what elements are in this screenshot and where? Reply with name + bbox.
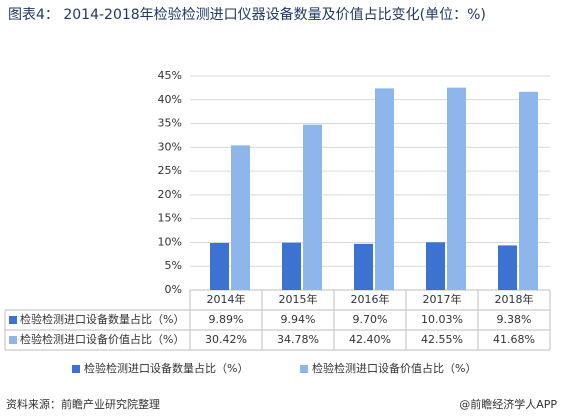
table-cell: 9.70% (353, 313, 388, 326)
table-cell: 34.78% (277, 333, 319, 346)
table-cell: 9.38% (497, 313, 532, 326)
table-legend-key (9, 316, 17, 324)
table-cell: 30.42% (205, 333, 247, 346)
bar (303, 124, 322, 290)
x-tick-label: 2018年 (495, 292, 534, 306)
bar (447, 87, 466, 290)
bar (210, 242, 229, 290)
chart-title: 图表4： 2014-2018年检验检测进口仪器设备数量及价值占比变化(单位：%) (8, 7, 486, 23)
table-cell: 42.40% (349, 333, 391, 346)
y-tick-label: 25% (158, 164, 182, 177)
table-cell: 10.03% (421, 313, 463, 326)
y-tick-label: 20% (158, 188, 182, 201)
x-tick-label: 2017年 (423, 292, 462, 306)
y-tick-label: 40% (158, 93, 182, 106)
y-tick-label: 5% (165, 259, 182, 272)
bar (375, 88, 394, 290)
table-row-label: 检验检测进口设备数量占比（%） (20, 312, 184, 326)
bar (282, 242, 301, 290)
table-cell: 41.68% (493, 333, 535, 346)
bar (231, 145, 250, 290)
bar (354, 243, 373, 290)
table-legend-key (9, 336, 17, 344)
y-tick-label: 15% (158, 212, 182, 225)
table-cell: 9.94% (281, 313, 316, 326)
legend-key (72, 365, 80, 373)
source: 资料来源：前瞻产业研究院整理 (6, 397, 160, 411)
x-tick-label: 2016年 (351, 292, 390, 306)
y-tick-label: 0% (165, 283, 182, 296)
y-tick-label: 35% (158, 117, 182, 130)
footer: @前瞻经济学人APP (459, 397, 557, 411)
legend-key (300, 365, 308, 373)
table-row-label: 检验检测进口设备价值占比（%） (20, 332, 184, 346)
legend-label: 检验检测进口设备数量占比（%） (84, 361, 248, 375)
y-tick-label: 10% (158, 235, 182, 248)
y-tick-label: 30% (158, 140, 182, 153)
table-cell: 9.89% (209, 313, 244, 326)
x-tick-label: 2015年 (279, 292, 318, 306)
table-cell: 42.55% (421, 333, 463, 346)
bar (519, 91, 538, 290)
y-tick-label: 45% (158, 69, 182, 82)
bar (426, 242, 445, 290)
x-tick-label: 2014年 (207, 292, 246, 306)
bar (498, 245, 517, 290)
legend-label: 检验检测进口设备价值占比（%） (312, 361, 476, 375)
